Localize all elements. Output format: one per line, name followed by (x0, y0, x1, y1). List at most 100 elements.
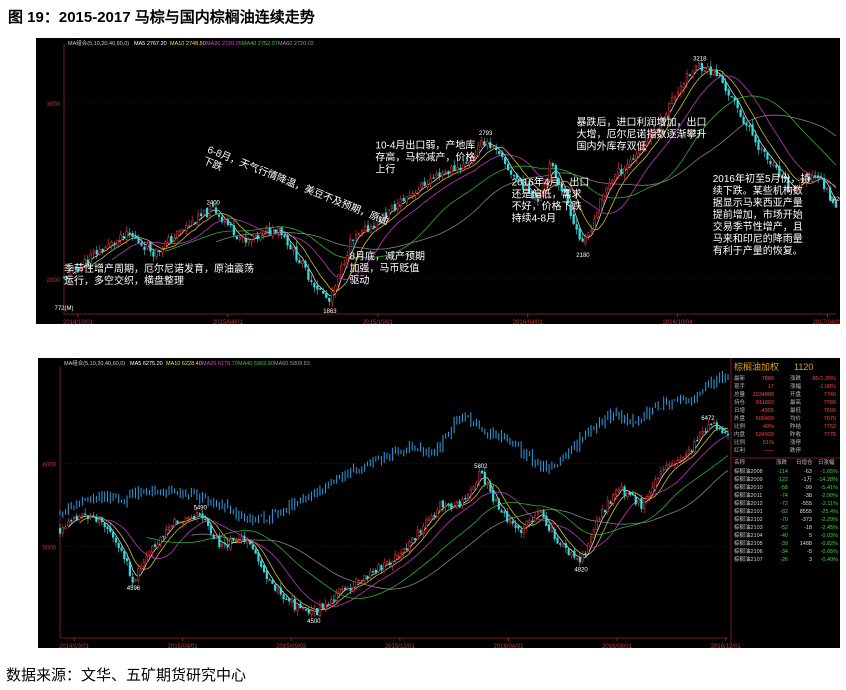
candle-body (700, 63, 704, 71)
candle-body (715, 69, 718, 76)
candle-body (64, 526, 67, 530)
legend-ma-item: MA20 2720.05 (206, 41, 242, 47)
candle-body (123, 551, 126, 560)
candle-body (805, 175, 808, 182)
candle-body (495, 147, 498, 150)
candle-body (730, 96, 733, 98)
quote-key: 现手 (734, 382, 746, 390)
candle-body (198, 513, 201, 516)
candle-body (425, 519, 428, 528)
candle-body (327, 604, 330, 606)
candle-body (584, 553, 587, 555)
quote-value: -4955 (760, 408, 774, 414)
quote-row-pct: -0.82% (821, 541, 839, 547)
candle-body (679, 459, 682, 461)
candle-body (158, 250, 161, 252)
candle-body (468, 162, 471, 165)
candle-body (718, 74, 721, 77)
quote-row-name: 棕榈油2008 (734, 467, 763, 475)
candle-body (388, 562, 391, 565)
candle-body (199, 213, 203, 217)
candle-body (464, 498, 467, 500)
quote-value: 17 (768, 384, 774, 390)
candle-body (355, 578, 358, 588)
candle-body (211, 204, 215, 207)
candle-body (512, 174, 516, 177)
candle-body (337, 274, 340, 285)
candle-body (301, 260, 304, 264)
candle-body (283, 234, 286, 238)
candle-body (466, 494, 470, 499)
quote-row-change: -74 (780, 493, 788, 499)
candle-body (321, 603, 324, 609)
candle-body (221, 544, 224, 547)
candle-body (653, 128, 656, 132)
candle-body (435, 173, 438, 177)
candle-body (290, 598, 294, 604)
candle-body (100, 517, 104, 523)
y-tick-label: 3000 (47, 102, 61, 108)
quote-table-header: 名称 (734, 458, 746, 466)
legend-ma-item: MA5 2767.20 (134, 41, 167, 47)
candle-body (95, 516, 98, 522)
candle-body (313, 282, 316, 288)
candle-body (276, 587, 280, 593)
annotation-line: 还是偏低，需求 (512, 188, 582, 201)
candle-body (384, 212, 388, 217)
candle-body (658, 117, 662, 131)
candle-body (522, 527, 526, 534)
candle-body (247, 239, 250, 244)
candle-body (793, 189, 796, 191)
candle-body (620, 169, 623, 174)
candle-body (241, 236, 244, 238)
candle-body (220, 216, 224, 222)
quote-key: 最高 (790, 398, 802, 406)
candle-body (372, 225, 376, 228)
candle-body (408, 541, 411, 552)
candle-body (385, 561, 389, 565)
candle-body (71, 266, 75, 272)
candle-body (217, 214, 221, 217)
candle-body (598, 517, 601, 520)
candle-body (194, 222, 197, 225)
candle-body (331, 291, 334, 303)
candle-body (215, 537, 218, 539)
candle-body (232, 225, 236, 236)
candle-body (739, 109, 742, 117)
candle-body (250, 239, 253, 242)
candle-body (657, 477, 660, 479)
legend-ma-item: MA10 6228.40 (166, 361, 202, 367)
candle-body (831, 199, 835, 204)
x-tick-label: 2014/10/01 (59, 644, 90, 648)
quote-row-change: -122 (777, 477, 788, 483)
candle-body (518, 180, 522, 182)
quote-row-position: 8555 (800, 509, 812, 515)
candle-body (659, 471, 663, 478)
candle-body (651, 487, 654, 494)
candle-body (335, 592, 338, 601)
candle-body (629, 159, 632, 166)
annotation-line: 提前增加，市场开始 (713, 208, 803, 221)
candle-body (151, 545, 154, 553)
candle-body (380, 565, 383, 571)
candle-body (634, 496, 637, 505)
candle-body (146, 243, 149, 249)
candle-body (393, 203, 396, 210)
quote-row-pct: -0.40% (821, 557, 839, 563)
candle-body (240, 536, 243, 541)
quote-key: 比例 (734, 422, 746, 430)
candle-body (262, 565, 266, 573)
quote-row-name: 棕榈油2012 (734, 499, 763, 507)
price-label: 4820 (574, 568, 588, 574)
candle-body (89, 516, 92, 518)
candle-body (650, 129, 653, 141)
candle-body (635, 154, 638, 159)
candle-body (531, 520, 534, 523)
candle-body (570, 552, 573, 556)
candle-body (694, 65, 698, 70)
candle-body (196, 213, 200, 226)
candle-body (517, 525, 520, 529)
candle-body (116, 239, 119, 247)
annotation-line: 有利于产量的恢复。 (713, 244, 803, 257)
candle-body (748, 125, 751, 128)
